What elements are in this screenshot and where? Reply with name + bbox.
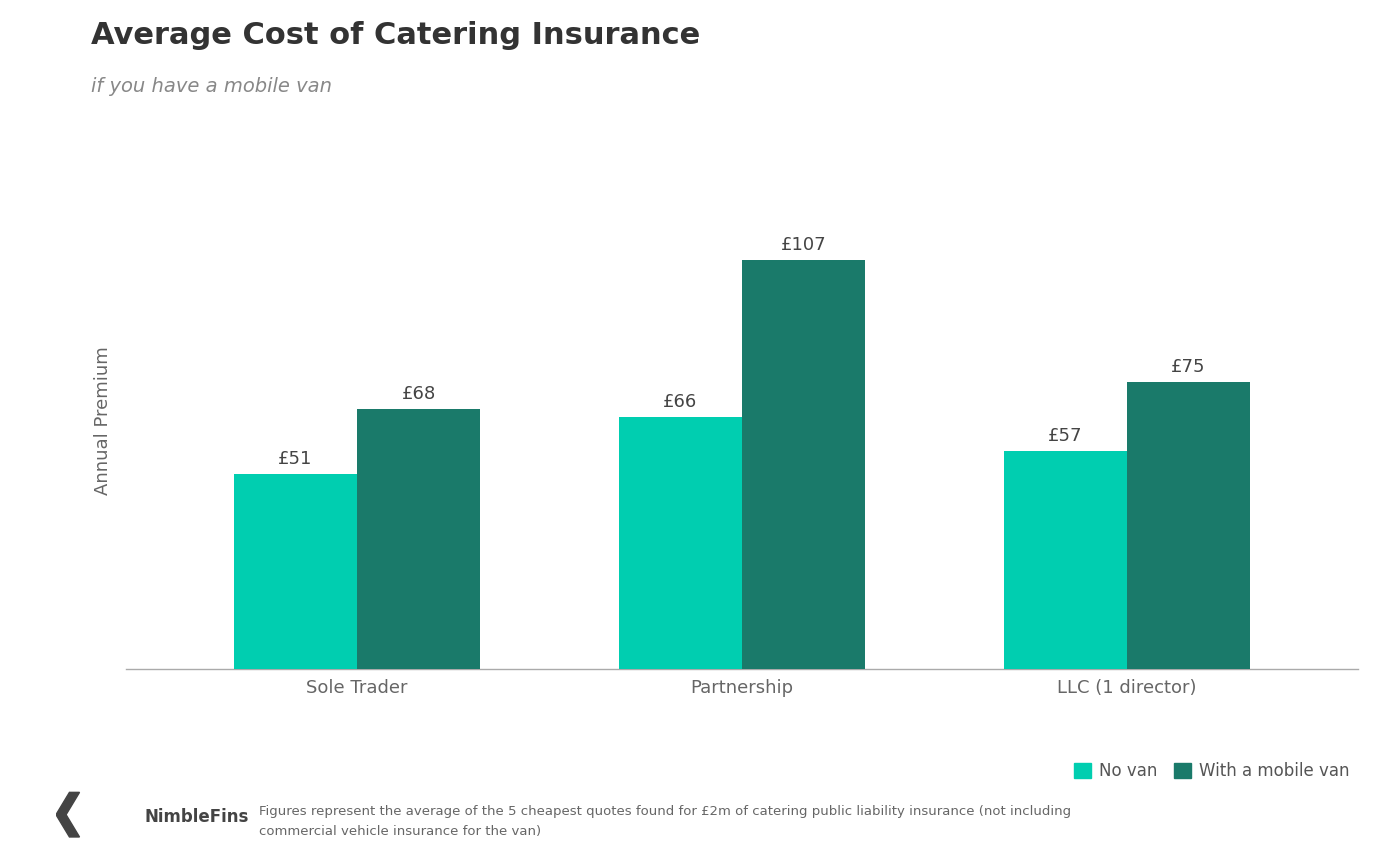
- Legend: No van, With a mobile van: No van, With a mobile van: [1074, 762, 1350, 780]
- Bar: [234, 474, 357, 669]
- Y-axis label: Annual Premium: Annual Premium: [94, 346, 112, 495]
- Text: £75: £75: [1172, 359, 1205, 377]
- Text: £51: £51: [279, 450, 312, 468]
- Text: NimbleFins: NimbleFins: [144, 808, 249, 825]
- Text: Figures represent the average of the 5 cheapest quotes found for £2m of catering: Figures represent the average of the 5 c…: [259, 805, 1071, 818]
- Bar: [357, 409, 480, 669]
- Text: £68: £68: [402, 385, 435, 403]
- Text: Average Cost of Catering Insurance: Average Cost of Catering Insurance: [91, 21, 700, 51]
- Bar: [619, 417, 742, 669]
- Text: £57: £57: [1049, 427, 1082, 445]
- Polygon shape: [56, 793, 80, 837]
- Bar: [1004, 451, 1127, 669]
- Text: £107: £107: [781, 236, 826, 254]
- Text: if you have a mobile van: if you have a mobile van: [91, 77, 332, 96]
- Bar: [742, 260, 865, 669]
- Bar: [1127, 382, 1250, 669]
- Text: commercial vehicle insurance for the van): commercial vehicle insurance for the van…: [259, 825, 542, 838]
- Text: £66: £66: [664, 393, 697, 411]
